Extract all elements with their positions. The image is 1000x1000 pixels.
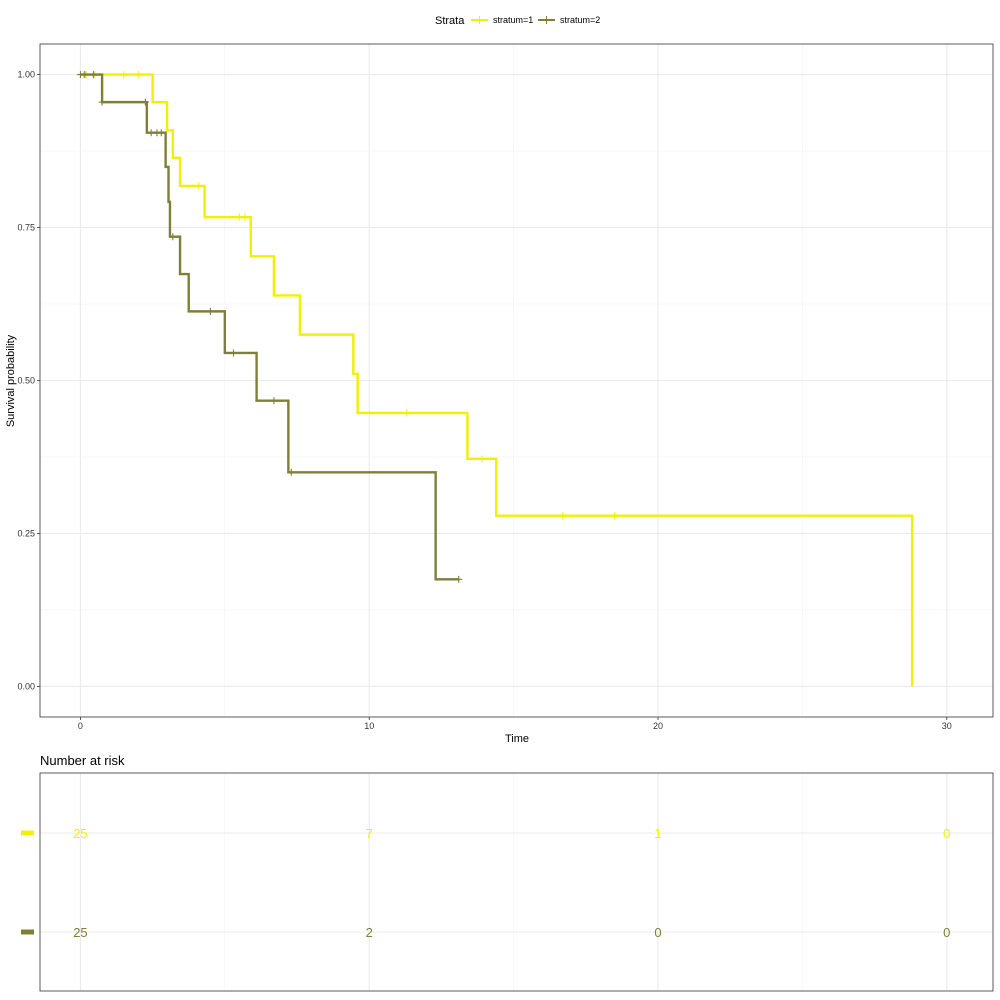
legend-key-stratum-1 [471,16,488,24]
risk-value-stratum-2: 0 [943,925,950,940]
y-tick-label: 0.25 [17,528,35,538]
risk-value-stratum-2: 2 [366,925,373,940]
censor-mark-stratum-1 [241,213,249,221]
y-tick-label: 0.00 [17,681,35,691]
y-tick-label: 0.50 [17,376,35,386]
x-tick-label: 0 [78,721,83,731]
risk-values: 25 7 1 0 25 2 0 0 [73,826,950,940]
series-layer [76,71,914,687]
censor-mark-stratum-2 [81,71,89,79]
legend-label-stratum-1: stratum=1 [493,15,533,25]
censor-mark-stratum-1 [478,455,486,463]
y-tick-label: 0.75 [17,223,35,233]
risk-grid [40,773,993,991]
censor-mark-stratum-1 [403,409,411,417]
survival-plot: 0.00 0.25 0.50 0.75 1.00 0 10 20 30 Time Surviv… [5,43,994,745]
grid [40,44,993,717]
censor-mark-stratum-2 [98,98,106,106]
censor-mark-stratum-1 [120,71,128,79]
risk-table-background [40,773,993,991]
censor-mark-stratum-2 [141,98,149,106]
y-axis-title: Survival probability [5,334,17,427]
censor-mark-stratum-2 [270,397,278,405]
censor-mark-stratum-1 [134,71,142,79]
x-tick-label: 10 [364,721,374,731]
censor-mark-stratum-1 [559,512,567,520]
censor-mark-stratum-2 [157,129,165,137]
risk-value-stratum-1: 25 [73,826,87,841]
censor-mark-stratum-1 [195,182,203,190]
risk-table: Number at risk 25 7 1 0 25 2 0 0 [21,753,994,992]
legend: Strata stratum=1 stratum=2 [435,15,600,27]
censor-mark-stratum-2 [229,349,237,357]
censor-mark-stratum-2 [287,468,295,476]
risk-table-border [39,772,994,992]
risk-value-stratum-1: 7 [366,826,373,841]
y-axis: 0.00 0.25 0.50 0.75 1.00 [17,70,40,691]
risk-strata-keys [21,830,34,935]
risk-value-stratum-2: 0 [654,925,661,940]
censor-mark-stratum-1 [611,512,619,520]
km-curve-stratum-1 [80,73,914,687]
risk-value-stratum-1: 0 [943,826,950,841]
x-axis-title: Time [505,733,529,745]
censor-mark-stratum-2 [169,233,177,241]
legend-label-stratum-2: stratum=2 [560,15,600,25]
x-tick-label: 20 [653,721,663,731]
censor-mark-stratum-2 [89,71,97,79]
x-axis: 0 10 20 30 [78,717,952,731]
risk-table-title: Number at risk [40,753,125,768]
x-tick-label: 30 [942,721,952,731]
legend-key-stratum-2 [538,16,555,24]
legend-title: Strata [435,15,465,27]
censor-mark-stratum-2 [206,307,214,315]
censor-mark-stratum-2 [455,575,463,583]
risk-value-stratum-2: 25 [73,925,87,940]
risk-value-stratum-1: 1 [654,826,661,841]
y-tick-label: 1.00 [17,70,35,80]
km-curve-stratum-2 [80,73,459,581]
